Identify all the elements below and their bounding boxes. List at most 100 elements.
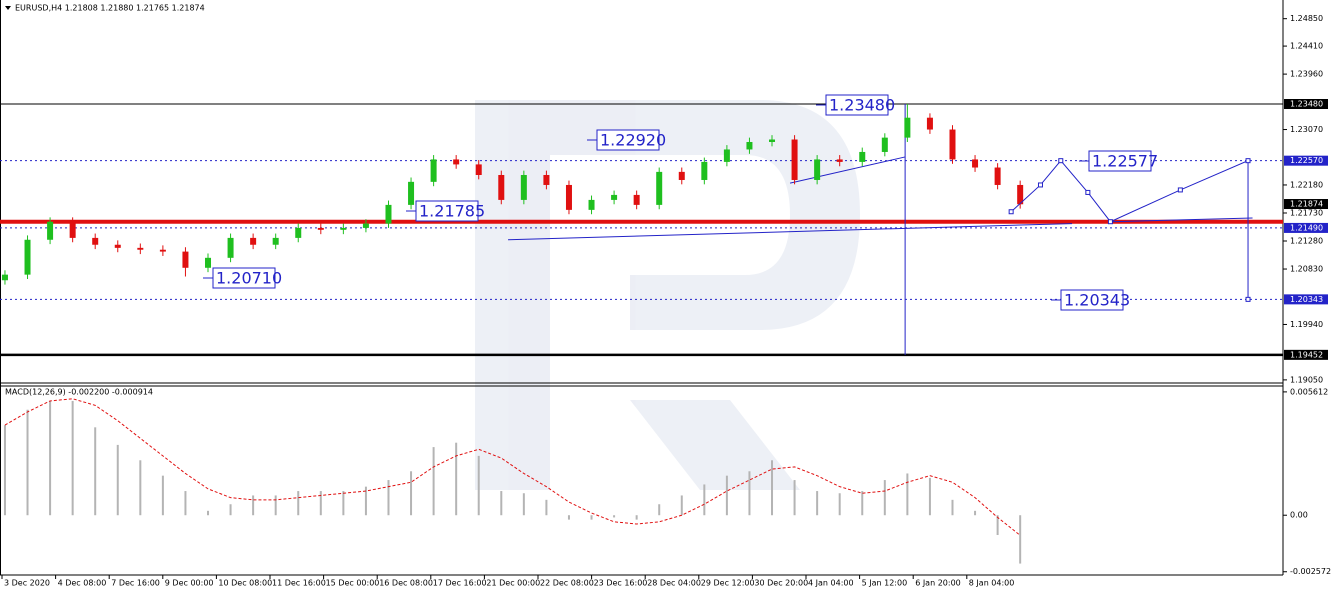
- forecast-point: [1245, 296, 1251, 302]
- candle-body: [205, 257, 212, 268]
- y-tick-label: 1.19050: [1290, 375, 1323, 384]
- y-tick-label: 1.19940: [1290, 320, 1323, 329]
- candle-body: [69, 221, 76, 238]
- macd-bar: [703, 484, 706, 516]
- y-tick-label: 1.24410: [1290, 42, 1323, 51]
- x-tick-label: 29 Dec 12:00: [701, 579, 755, 588]
- level-label-bg: [1284, 294, 1328, 305]
- candle-body: [385, 204, 392, 224]
- candle-body: [295, 227, 302, 238]
- annotation: 1.22920: [600, 131, 666, 150]
- candle-body: [182, 251, 189, 268]
- candle-body: [633, 194, 640, 205]
- macd-bar: [567, 515, 570, 520]
- forecast-point: [1245, 158, 1251, 164]
- x-tick-label: 11 Dec 16:00: [272, 579, 326, 588]
- macd-bar: [522, 493, 525, 516]
- candle-body: [227, 237, 234, 258]
- macd-bar: [274, 495, 277, 516]
- candle-body: [408, 181, 415, 205]
- annotation-box: [1060, 289, 1124, 311]
- candle-body: [904, 117, 911, 138]
- y-tick-label: 0.00: [1290, 511, 1308, 520]
- watermark-shape: [630, 400, 800, 490]
- x-tick-label: 28 Dec 04:00: [647, 579, 701, 588]
- macd-title: MACD(12,26,9) -0.002200 -0.000914: [5, 388, 153, 397]
- candle-body: [565, 184, 572, 210]
- candle-body: [678, 171, 685, 180]
- macd-bar: [410, 471, 413, 516]
- candle-body: [701, 161, 708, 180]
- candle-body: [972, 159, 979, 168]
- macd-bar: [207, 510, 210, 516]
- forecast-point: [1037, 182, 1043, 188]
- x-tick-label: 23 Dec 16:00: [594, 579, 648, 588]
- trend-line: [789, 156, 906, 184]
- macd-bar: [725, 475, 728, 516]
- macd-bar: [432, 447, 435, 516]
- candle-body: [836, 159, 843, 162]
- candle-body: [611, 194, 618, 200]
- trend-line: [1110, 217, 1253, 223]
- level-label-bg: [1284, 199, 1328, 210]
- candle-body: [340, 227, 347, 230]
- macd-bar: [996, 515, 999, 536]
- candle-body: [475, 164, 482, 175]
- x-tick-label: 21 Dec 00:00: [486, 579, 540, 588]
- forecast-point: [1107, 219, 1113, 225]
- y-tick-label: 1.21730: [1290, 208, 1323, 217]
- annotation: 1.20710: [216, 269, 282, 288]
- candle-body: [723, 149, 730, 162]
- annotation-box: [1088, 150, 1152, 172]
- candle-body: [588, 199, 595, 210]
- candle-body: [881, 137, 888, 152]
- candle-body: [994, 167, 1001, 185]
- forecast-point: [1058, 158, 1064, 164]
- macd-bar: [635, 515, 638, 520]
- candle-body: [92, 237, 99, 245]
- macd-bar: [906, 473, 909, 516]
- annotation: 1.21785: [419, 202, 485, 221]
- macd-bar: [861, 491, 864, 516]
- macd-bar: [951, 499, 954, 516]
- x-tick-label: 3 Dec 2020: [4, 579, 50, 588]
- x-tick-label: 17 Dec 16:00: [433, 579, 487, 588]
- candle-body: [746, 141, 753, 150]
- annotation-box: [825, 94, 889, 116]
- candle-body: [1, 274, 8, 281]
- macd-bar: [297, 491, 300, 516]
- macd-bar: [319, 491, 322, 516]
- macd-bar: [883, 480, 886, 516]
- macd-bar: [387, 480, 390, 516]
- forecast-line: [1010, 159, 1249, 300]
- candle-body: [250, 237, 257, 245]
- forecast-point: [1085, 189, 1091, 195]
- macd-bar: [116, 444, 119, 516]
- candle-body: [926, 117, 933, 130]
- menu-arrow: [5, 6, 11, 10]
- macd-bar: [545, 499, 548, 516]
- candle-body: [430, 159, 437, 182]
- forecast-point: [1008, 209, 1014, 215]
- watermark-bar: [475, 100, 550, 490]
- macd-bar: [974, 510, 977, 516]
- y-tick-label: 1.23960: [1290, 70, 1323, 79]
- macd-bar: [252, 495, 255, 516]
- macd-bar: [455, 442, 458, 516]
- level-label: 1.22570: [1290, 156, 1323, 165]
- macd-bar: [342, 491, 345, 516]
- macd-bar: [748, 471, 751, 516]
- macd-bar: [928, 477, 931, 516]
- x-tick-label: 6 Jan 20:00: [915, 579, 961, 588]
- candle-body: [949, 129, 956, 160]
- candle-body: [24, 239, 31, 275]
- macd-bar: [680, 495, 683, 516]
- macd-bar: [771, 460, 774, 516]
- level-label: 1.23480: [1290, 100, 1323, 109]
- macd-bar: [161, 475, 164, 516]
- x-tick-label: 4 Dec 08:00: [58, 579, 107, 588]
- candle-body: [859, 151, 866, 162]
- annotation: 1.22577: [1092, 152, 1158, 171]
- level-label: 1.20343: [1290, 295, 1323, 304]
